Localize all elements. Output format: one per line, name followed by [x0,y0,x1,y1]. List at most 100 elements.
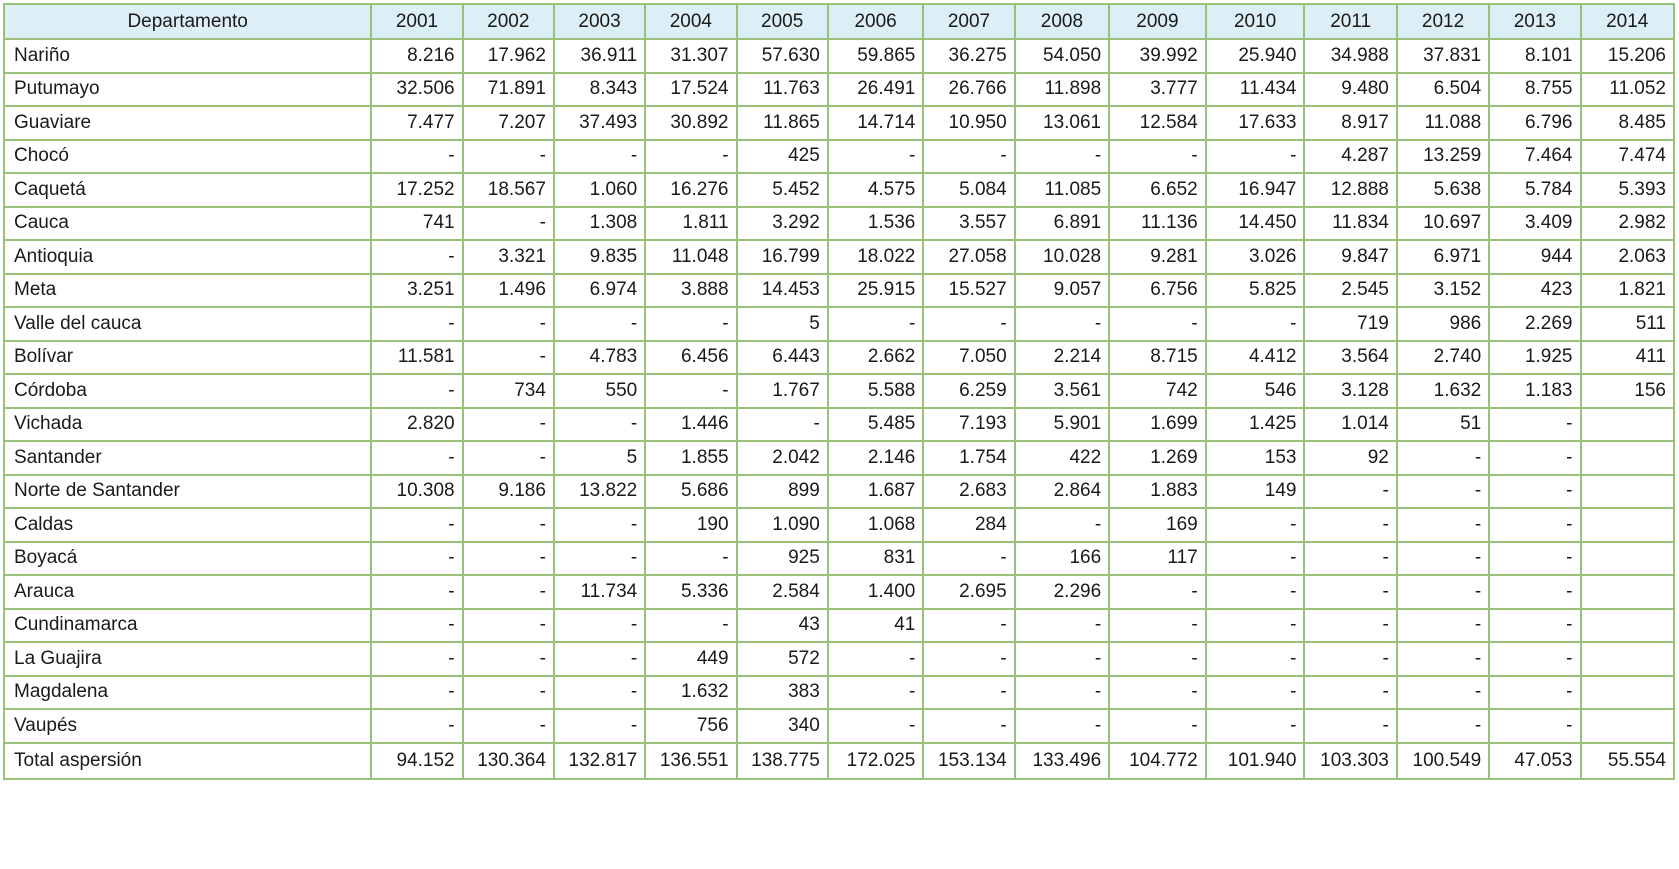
value-cell: 5.901 [1013,406,1111,442]
value-cell: 383 [735,674,829,710]
value-cell: 6.974 [552,272,647,308]
value-cell: 6.443 [735,339,829,375]
value-cell: - [1204,306,1306,342]
table-row: Valle del cauca - - - -5- - - - -719 986 2.269 511 [2,306,1675,342]
value-cell: - [1303,641,1398,677]
value-cell: - [461,406,555,442]
value-cell: 10.308 [370,473,464,509]
value-cell: 149 [1204,473,1306,509]
value-cell: - [1108,574,1207,610]
value-cell: 8.917 [1303,105,1398,141]
value-cell: - [922,540,1016,576]
value-cell: 5.588 [826,373,925,409]
value-cell: - [1108,138,1207,174]
value-cell: 4.412 [1204,339,1306,375]
value-cell: 550 [552,373,647,409]
value-cell: 511 [1579,306,1675,342]
value-cell: 5 [735,306,829,342]
department-cell: Vichada [2,406,373,442]
value-cell: - [370,641,464,677]
value-cell: 16.799 [735,239,829,275]
value-cell: - [1395,674,1491,710]
value-cell: 2.214 [1013,339,1111,375]
value-cell: 2.683 [922,473,1016,509]
value-cell: - [1488,674,1582,710]
value-cell: - [644,540,738,576]
table-row: Bolívar 11.581-4.783 6.456 6.443 2.662 7.050 2… [2,339,1675,375]
value-cell: - [370,507,464,543]
table-row: Magdalena - - -1.632 383- - - - - - - - [2,674,1675,710]
department-cell: Bolívar [2,339,373,375]
value-cell: 156 [1579,373,1675,409]
value-cell: - [1303,473,1398,509]
value-cell: - [1488,406,1582,442]
value-cell: - [1303,507,1398,543]
total-row: Total aspersión 94.152 130.364 132.817 136.… [2,741,1675,780]
table-row: Boyacá - - - -925 831-166 117- - - - [2,540,1675,576]
value-cell: 7.464 [1488,138,1582,174]
value-cell: - [1108,607,1207,643]
value-cell: 2.662 [826,339,925,375]
value-cell: 26.491 [826,71,925,107]
value-cell: 1.014 [1303,406,1398,442]
value-cell: - [461,440,555,476]
header-year: 2011 [1303,3,1398,40]
value-cell: 2.740 [1395,339,1491,375]
value-cell: 1.308 [552,205,647,241]
value-cell: - [1488,507,1582,543]
value-cell: 39.992 [1108,38,1207,74]
value-cell: 9.847 [1303,239,1398,275]
value-cell: - [1488,607,1582,643]
value-cell: 31.307 [644,38,738,74]
value-cell: 1.632 [1395,373,1491,409]
value-cell: 2.982 [1579,205,1675,241]
value-cell: 11.734 [552,574,647,610]
value-cell: 3.026 [1204,239,1306,275]
value-cell: - [461,205,555,241]
value-cell: 3.251 [370,272,464,308]
value-cell: - [1108,306,1207,342]
value-cell: - [922,674,1016,710]
value-cell: 2.269 [1488,306,1582,342]
value-cell: - [552,306,647,342]
table-row: Norte de Santander 10.308 9.186 13.822 5.686… [2,473,1675,509]
value-cell: - [1013,708,1111,744]
value-cell: - [1204,641,1306,677]
value-cell: 1.687 [826,473,925,509]
value-cell: 71.891 [461,71,555,107]
value-cell: - [1395,540,1491,576]
header-year: 2005 [735,3,829,40]
value-cell: - [1303,540,1398,576]
value-cell: - [922,708,1016,744]
value-cell: 5.485 [826,406,925,442]
header-year: 2001 [370,3,464,40]
department-cell: Vaupés [2,708,373,744]
value-cell: 1.068 [826,507,925,543]
value-cell: 10.697 [1395,205,1491,241]
department-cell: Meta [2,272,373,308]
table-row: Arauca - -11.734 5.336 2.584 1.400 2.695 2.296-… [2,574,1675,610]
header-year: 2012 [1395,3,1491,40]
value-cell: - [1204,540,1306,576]
value-cell: 169 [1108,507,1207,543]
value-cell: - [1395,440,1491,476]
value-cell: 3.152 [1395,272,1491,308]
value-cell: 27.058 [922,239,1016,275]
value-cell: 8.485 [1579,105,1675,141]
value-cell: 4.575 [826,172,925,208]
value-cell: 546 [1204,373,1306,409]
value-cell: 3.321 [461,239,555,275]
value-cell: 57.630 [735,38,829,74]
value-cell: 1.925 [1488,339,1582,375]
value-cell: 153 [1204,440,1306,476]
value-cell: 1.632 [644,674,738,710]
value-cell: 11.434 [1204,71,1306,107]
total-value-cell: 130.364 [461,741,555,780]
value-cell: 284 [922,507,1016,543]
value-cell: 741 [370,205,464,241]
value-cell: 166 [1013,540,1111,576]
value-cell: 986 [1395,306,1491,342]
value-cell: - [922,138,1016,174]
value-cell: - [826,708,925,744]
value-cell: 190 [644,507,738,543]
